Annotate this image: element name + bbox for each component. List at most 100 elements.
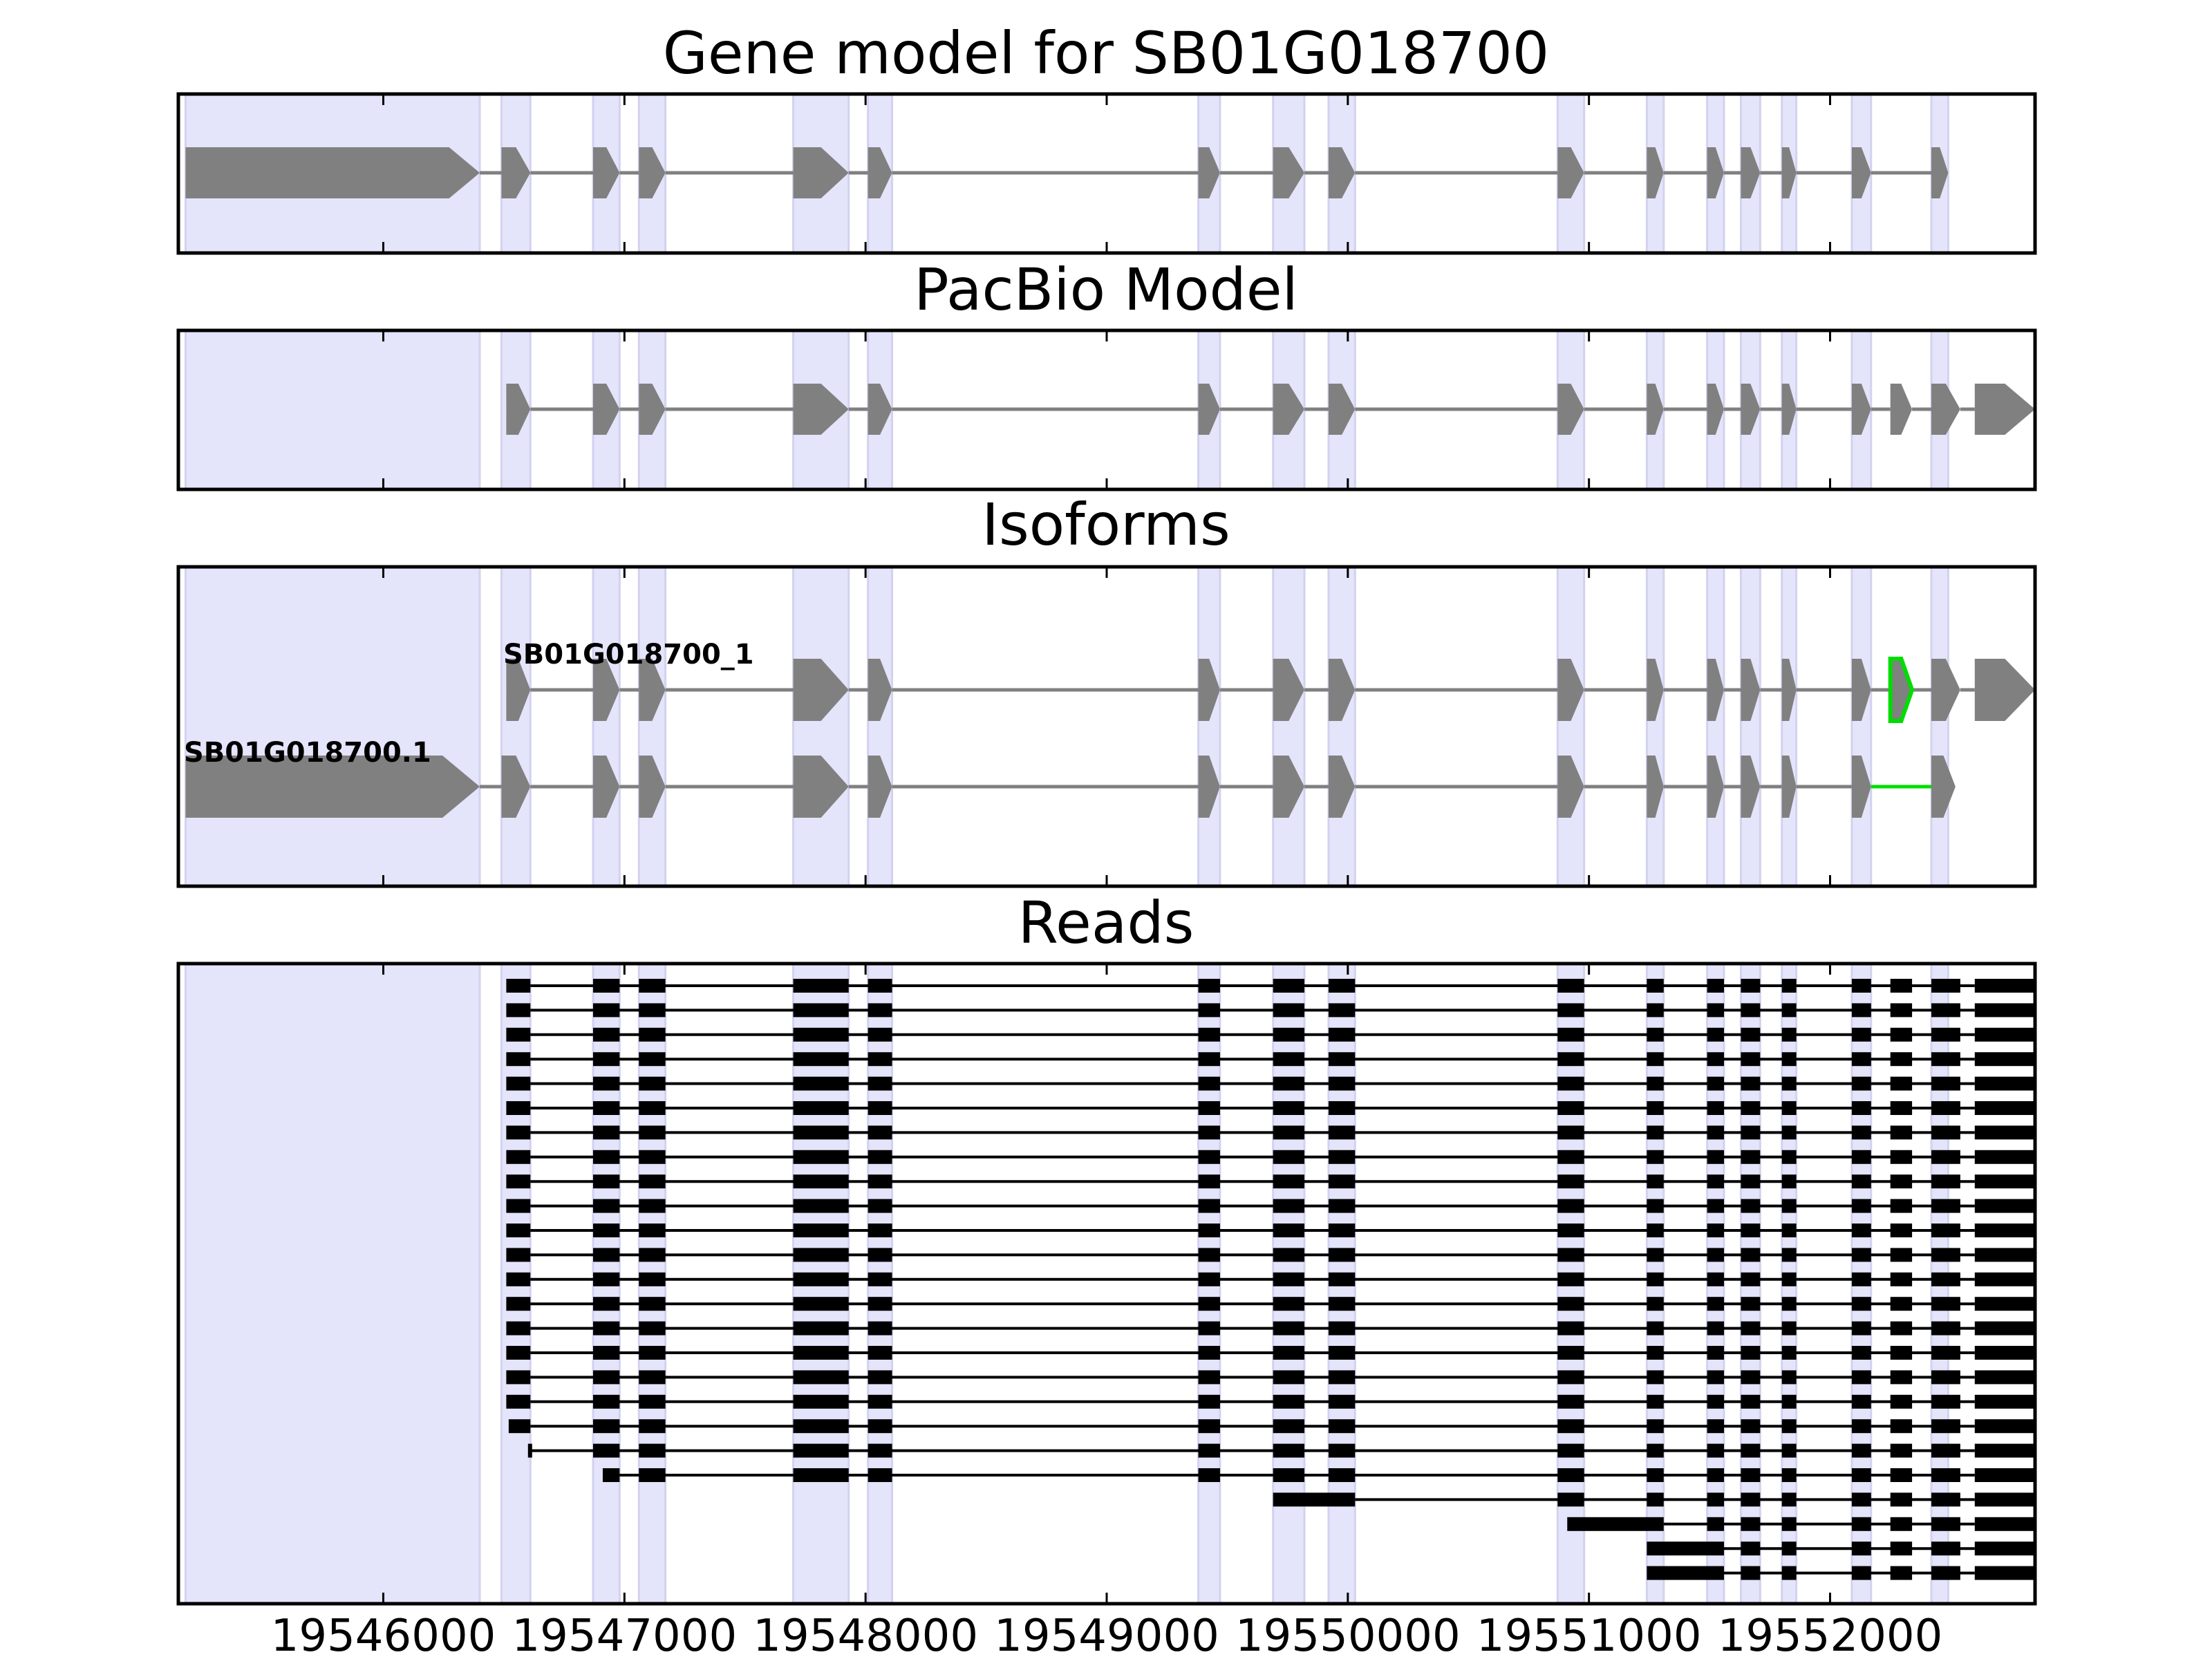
- read-exon: [1781, 1003, 1797, 1018]
- read-exon: [1741, 1492, 1761, 1507]
- read-exon: [1974, 1027, 2035, 1042]
- read-exon: [1781, 1101, 1797, 1115]
- isoform-label-pacbio: SB01G018700_1: [503, 639, 754, 671]
- read-exon: [1931, 1003, 1960, 1018]
- read-exon: [592, 1199, 620, 1213]
- exon: [1781, 659, 1797, 721]
- read-exon: [1781, 1443, 1797, 1458]
- read-exon: [1974, 1174, 2035, 1189]
- read-exon: [1647, 1394, 1664, 1409]
- read-exon: [868, 1101, 892, 1115]
- exon: [592, 756, 620, 818]
- read-exon: [592, 1346, 620, 1360]
- read-exon: [1647, 1003, 1664, 1018]
- read-exon: [1931, 979, 1960, 993]
- read-exon: [1707, 1272, 1725, 1286]
- read-exon: [1741, 1394, 1761, 1409]
- read-exon: [1931, 1492, 1960, 1507]
- read-exon: [592, 1248, 620, 1262]
- read-exon: [1328, 1224, 1356, 1237]
- read-exon: [1851, 1052, 1871, 1067]
- exon: [793, 756, 849, 818]
- read-exon: [1851, 1174, 1871, 1189]
- read-exon: [639, 1003, 666, 1018]
- read-exon: [1974, 1003, 2035, 1018]
- read-exon: [1890, 1541, 1913, 1556]
- exon: [1741, 384, 1761, 435]
- read-exon: [592, 1150, 620, 1164]
- read-exon: [1890, 1272, 1913, 1286]
- exon: [185, 147, 480, 198]
- read-exon: [868, 1027, 892, 1042]
- read-exon: [1557, 1076, 1584, 1091]
- read-exon: [639, 1321, 666, 1335]
- x-axis: 19546000 19547000 19548000 19549000 19550000…: [271, 1611, 1943, 1659]
- read-exon: [868, 1003, 892, 1018]
- read-exon: [1273, 1346, 1305, 1360]
- read-exon: [868, 1125, 892, 1140]
- read-exon: [1557, 1150, 1584, 1164]
- isoforms-title: Isoforms: [982, 491, 1230, 559]
- exon-band: [1645, 565, 1665, 888]
- read-exon: [1273, 1052, 1305, 1067]
- read-exon: [1931, 1150, 1960, 1164]
- read-exon: [1974, 1076, 2035, 1091]
- read-exon: [868, 1076, 892, 1091]
- read-exon: [1931, 1101, 1960, 1115]
- read-exon: [639, 1027, 666, 1042]
- read-exon: [1707, 1199, 1725, 1213]
- read-exon: [1198, 1468, 1220, 1482]
- x-tick-label: 19552000: [1718, 1611, 1943, 1659]
- exon-band: [1272, 565, 1306, 888]
- read-exon: [1741, 1419, 1761, 1434]
- read-exon: [1707, 1052, 1725, 1067]
- x-tick-label: 19550000: [1235, 1611, 1461, 1659]
- read-exon: [793, 1101, 849, 1115]
- exon: [793, 384, 849, 435]
- read-exon: [506, 1003, 531, 1018]
- exon: [1273, 384, 1305, 435]
- read-exon: [1741, 1346, 1761, 1360]
- exon: [1328, 384, 1356, 435]
- read-exon: [1931, 1027, 1960, 1042]
- read-exon: [1328, 1150, 1356, 1164]
- read-exon: [1273, 1076, 1305, 1091]
- read-exon: [1198, 1052, 1220, 1067]
- read-exon: [1890, 1027, 1913, 1042]
- read-exon: [1557, 1003, 1584, 1018]
- read-exon: [1198, 1101, 1220, 1115]
- read-exon: [506, 1101, 531, 1115]
- read-exon: [793, 1321, 849, 1335]
- exon: [1557, 756, 1584, 818]
- x-tick-label: 19551000: [1477, 1611, 1702, 1659]
- read-exon: [1198, 1027, 1220, 1042]
- read-exon: [1974, 1541, 2035, 1556]
- read-exon: [1328, 1101, 1356, 1115]
- read-exon: [639, 1224, 666, 1237]
- read-exon: [1741, 1321, 1761, 1335]
- feature-tracks: [185, 147, 2035, 1580]
- exon-band: [637, 565, 667, 888]
- read-exon: [1198, 1272, 1220, 1286]
- exon-band: [500, 565, 532, 888]
- read-exon: [1328, 1027, 1356, 1042]
- read-exon: [639, 1101, 666, 1115]
- read-exon: [1647, 1297, 1664, 1311]
- read-exon: [793, 1174, 849, 1189]
- read-exon: [1707, 1370, 1725, 1385]
- read-exon: [1890, 1443, 1913, 1458]
- read-exon: [1557, 1248, 1584, 1262]
- read-exon: [1707, 1468, 1725, 1482]
- read-exon: [639, 1468, 666, 1482]
- read-exon: [1931, 1346, 1960, 1360]
- read-exon: [592, 1101, 620, 1115]
- read-exon: [793, 1224, 849, 1237]
- read-exon: [1931, 1541, 1960, 1556]
- read-exon: [1647, 1076, 1664, 1091]
- exon: [185, 756, 480, 818]
- read-exon: [1741, 1468, 1761, 1482]
- read-exon: [1707, 1321, 1725, 1335]
- read-exon: [1273, 1272, 1305, 1286]
- exon: [1328, 147, 1356, 198]
- read-exon: [1851, 1370, 1871, 1385]
